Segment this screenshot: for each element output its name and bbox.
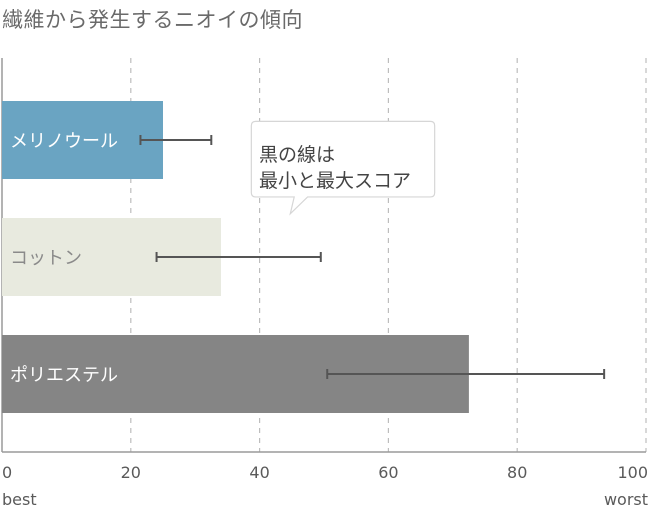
bar-label-2: コットン (10, 248, 82, 269)
callout-line-1: 黒の線は (259, 144, 336, 166)
bar-1 (2, 101, 163, 179)
x-tick-label-60: 60 (378, 463, 398, 482)
x-tick-labels: 0 20 40 60 80 100 (2, 463, 648, 482)
x-tick-label-0: 0 (2, 463, 12, 482)
x-tick-label-80: 80 (507, 463, 527, 482)
callout-line-2: 最小と最大スコア (259, 170, 412, 192)
bar-label-1: メリノウール (10, 131, 118, 152)
x-axis-worst-label: worst (604, 490, 648, 509)
chart-title: 繊維から発生するニオイの傾向 (2, 8, 303, 32)
callout-bubble (250, 120, 436, 216)
bar-label-3: ポリエステル (10, 365, 118, 386)
error-bars (139, 135, 606, 379)
callout-text: 黒の線は 最小と最大スコア (259, 142, 411, 194)
x-tick-label-20: 20 (121, 463, 141, 482)
x-tick-label-100: 100 (617, 463, 648, 482)
x-tick-label-40: 40 (249, 463, 269, 482)
x-axis-best-label: best (2, 490, 37, 509)
